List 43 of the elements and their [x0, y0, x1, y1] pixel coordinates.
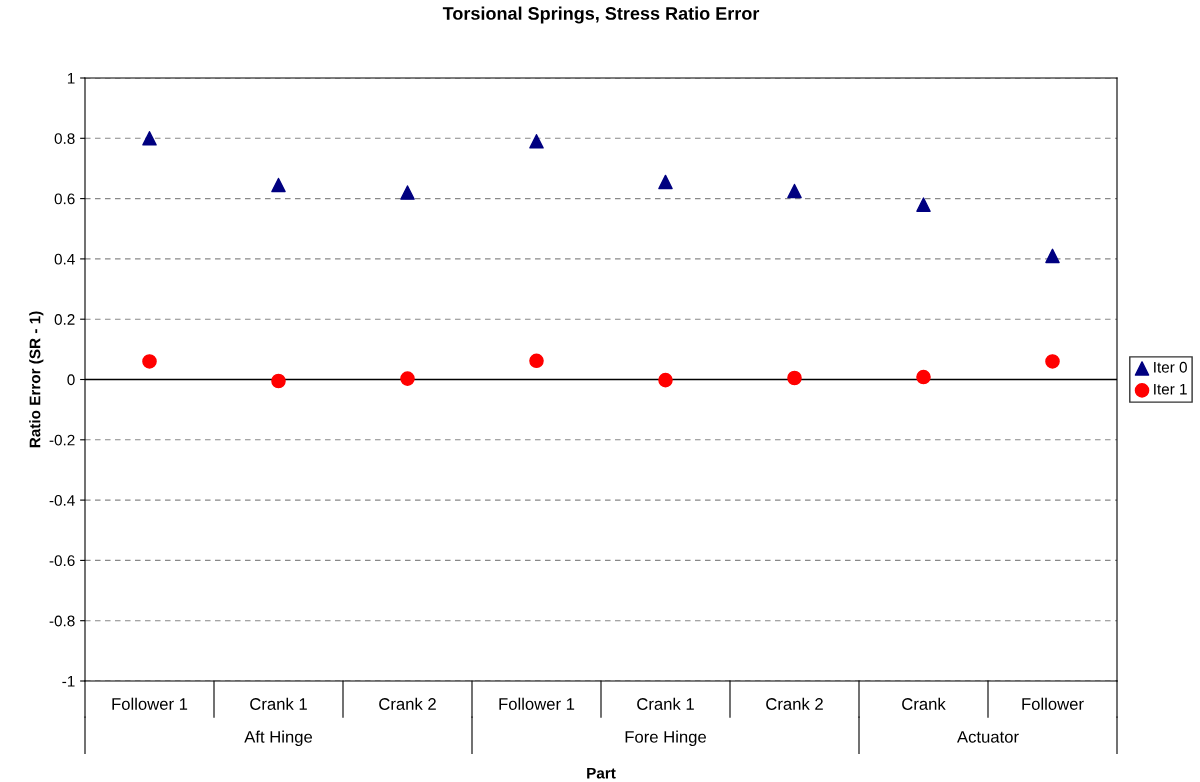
point — [271, 373, 286, 389]
point — [271, 177, 286, 193]
legend-label: Iter 0 — [1154, 361, 1187, 373]
x-axis-title: Part — [587, 767, 616, 779]
y-tick-label: 0 — [67, 374, 75, 386]
text: Fore Hinge — [625, 730, 706, 747]
text: Aft Hinge — [244, 730, 313, 747]
point — [916, 369, 931, 385]
point — [1045, 248, 1060, 264]
point — [787, 370, 802, 386]
point — [658, 372, 673, 388]
x-tick-label: Crank 1 — [637, 697, 694, 710]
y-tick-label: -0.8 — [49, 615, 75, 627]
x-tick-label: Follower — [1022, 697, 1084, 710]
y-tick-label: 0.8 — [54, 133, 75, 144]
x-tick-label: Crank 1 — [250, 697, 307, 710]
point — [400, 185, 415, 200]
point — [529, 134, 544, 149]
x-tick-label: Follower 1 — [499, 697, 575, 710]
point — [400, 371, 415, 386]
point — [658, 174, 673, 190]
point — [529, 353, 544, 369]
point — [1045, 354, 1060, 369]
point — [142, 354, 157, 369]
x-tick-label: Follower 1 — [112, 697, 188, 710]
x-tick-label: Crank 2 — [766, 697, 823, 710]
text: Actuator — [957, 731, 1019, 743]
y-tick-label: -0.4 — [49, 494, 75, 506]
point — [787, 183, 802, 199]
y-tick-label: 0.4 — [54, 253, 75, 265]
x-tick-label: Crank — [902, 697, 946, 710]
y-tick-label: -1 — [62, 676, 75, 687]
point — [142, 131, 157, 146]
y-tick-label: -0.6 — [49, 555, 75, 567]
point — [916, 197, 931, 212]
y-tick-label: 0.2 — [54, 314, 75, 325]
y-tick-label: -0.2 — [49, 434, 75, 446]
x-tick-label: Crank 2 — [379, 697, 436, 710]
y-tick-label: 1 — [67, 73, 75, 84]
y-axis-title: Ratio Error (SR - 1) — [29, 311, 44, 448]
chart-title: Torsional Springs, Stress Ratio Error — [442, 6, 760, 24]
y-tick-label: 0.6 — [54, 193, 75, 205]
legend-label: Iter 1 — [1154, 383, 1187, 395]
